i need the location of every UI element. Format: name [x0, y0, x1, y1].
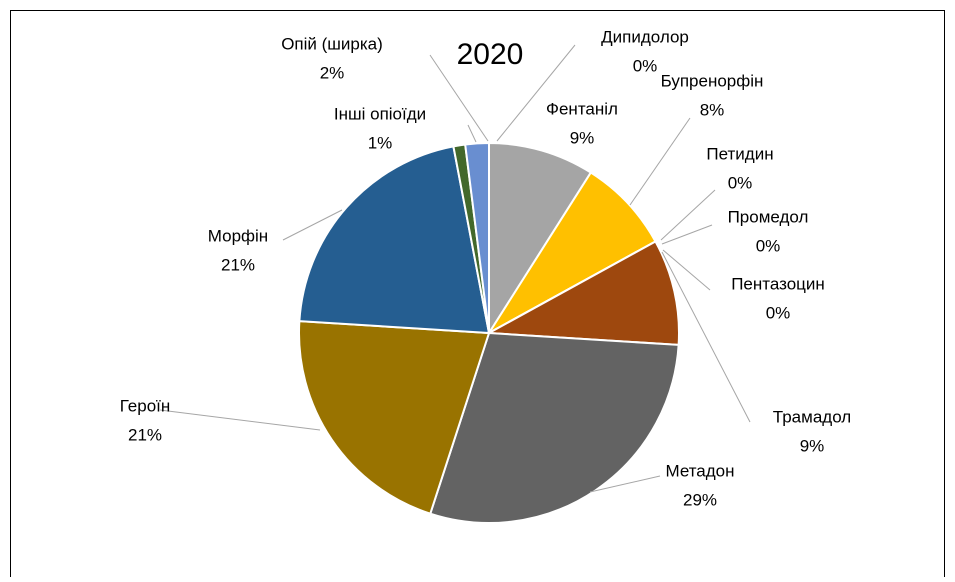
slice-value-label: 0%: [728, 173, 753, 192]
slice-value-label: 0%: [633, 56, 658, 75]
slice-label: Фентаніл: [546, 99, 618, 118]
slice-label: Героїн: [120, 396, 171, 415]
leader-line: [662, 249, 711, 291]
chart-title: 2020: [457, 38, 524, 71]
slice-value-label: 21%: [221, 255, 255, 274]
leader-line: [589, 475, 661, 493]
slice-value-label: 2%: [320, 63, 345, 82]
pie-slice: [464, 141, 490, 334]
leader-line: [661, 251, 751, 423]
leader-line: [629, 117, 691, 206]
slice-value-label: 21%: [128, 425, 162, 444]
slice-value-label: 9%: [800, 436, 825, 455]
slice-label: Дипидолор: [601, 27, 689, 46]
slice-label: Пентазоцин: [731, 274, 825, 293]
leader-line: [467, 124, 477, 143]
slice-value-label: 1%: [368, 133, 393, 152]
pie-slice: [298, 320, 491, 515]
pie-slice: [298, 145, 491, 335]
slice-label: Морфін: [208, 226, 268, 245]
slice-label: Петидин: [706, 144, 773, 163]
slice-label: Трамадол: [773, 407, 851, 426]
slice-label: Промедол: [728, 207, 809, 226]
leader-line: [496, 44, 576, 142]
slice-label: Опій (ширка): [281, 34, 383, 53]
pie-slice: [485, 240, 680, 346]
slice-value-label: 8%: [700, 100, 725, 119]
slice-value-label: 0%: [756, 236, 781, 255]
pie-slice: [429, 331, 680, 524]
leader-line: [159, 409, 321, 431]
slice-label: Інші опіоїди: [334, 104, 426, 123]
leader-line: [661, 224, 713, 245]
slice-label: Метадон: [665, 461, 734, 480]
slice-label: Бупренорфін: [661, 71, 764, 90]
leader-line: [282, 209, 343, 241]
pie-slice: [488, 141, 593, 337]
slice-value-label: 9%: [570, 128, 595, 147]
pie-slice: [488, 171, 657, 334]
leader-line: [429, 54, 489, 142]
leader-line: [660, 189, 716, 241]
slice-value-label: 29%: [683, 490, 717, 509]
slice-value-label: 0%: [766, 303, 791, 322]
